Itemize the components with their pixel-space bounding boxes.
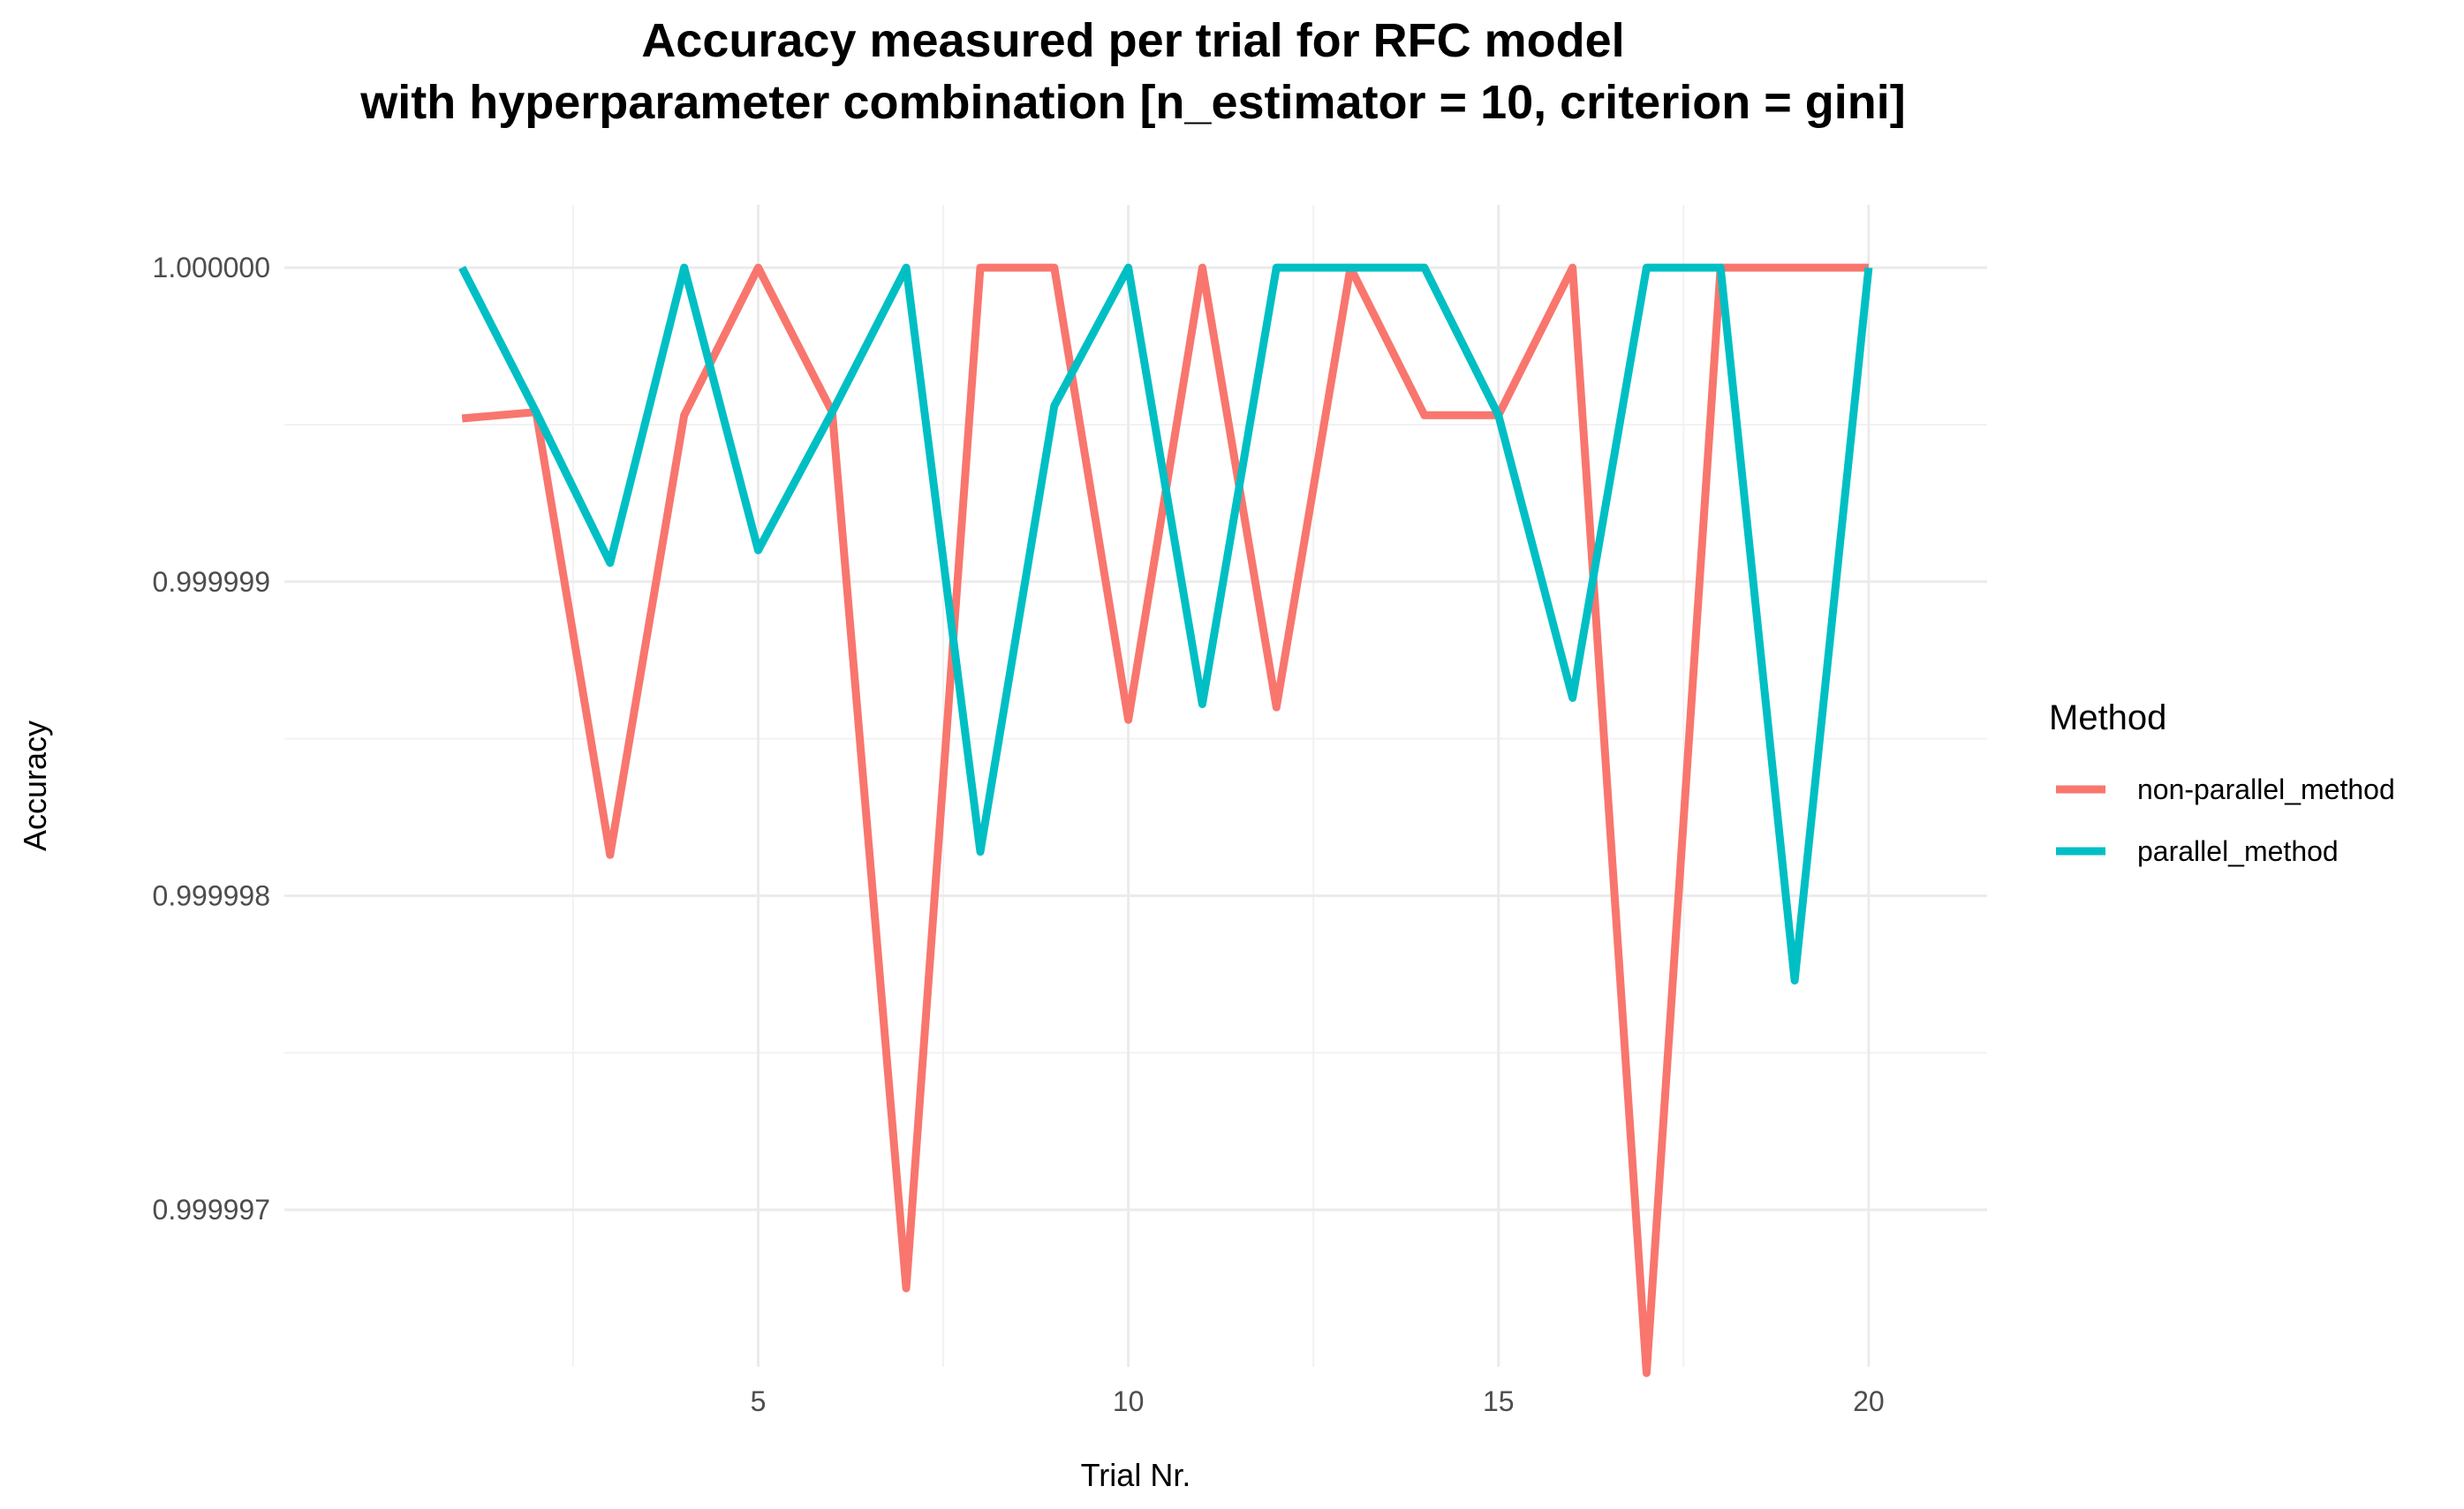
series-line-non-parallel_method — [461, 263, 1869, 1377]
x-axis-title: Trial Nr. — [1081, 1457, 1191, 1493]
chart-title: Accuracy measured per trial for RFC mode… — [641, 14, 1624, 67]
y-tick-label: 0.999999 — [153, 566, 270, 598]
y-tick-label: 0.999997 — [153, 1194, 270, 1226]
x-tick-label: 5 — [751, 1385, 767, 1417]
legend-label-parallel_method: parallel_method — [2137, 835, 2339, 867]
x-tick-label: 10 — [1113, 1385, 1145, 1417]
legend: Method non-parallel_method parallel_metho… — [2049, 698, 2395, 867]
y-axis-title: Accuracy — [17, 721, 53, 851]
y-tick-label: 1.000000 — [153, 252, 270, 283]
series-lines — [458, 263, 1873, 1377]
x-tick-label: 20 — [1853, 1385, 1885, 1417]
y-tick-label: 0.999998 — [153, 879, 270, 911]
legend-items: non-parallel_method parallel_method — [2056, 773, 2395, 867]
series-line-parallel_method — [458, 263, 1873, 985]
legend-title: Method — [2049, 698, 2166, 737]
x-axis-ticks: 5 10 15 20 — [751, 1385, 1885, 1417]
x-tick-label: 15 — [1483, 1385, 1515, 1417]
y-axis-ticks: 0.999997 0.999998 0.999999 1.000000 — [153, 252, 270, 1226]
legend-label-non-parallel_method: non-parallel_method — [2137, 773, 2395, 805]
chart-subtitle: with hyperparameter combination [n_estim… — [359, 76, 1905, 129]
